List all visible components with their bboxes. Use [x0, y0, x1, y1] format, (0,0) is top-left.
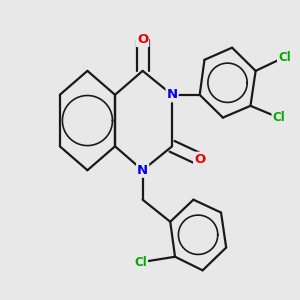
- Text: N: N: [137, 164, 148, 177]
- Text: N: N: [167, 88, 178, 101]
- Text: O: O: [194, 153, 205, 166]
- Text: Cl: Cl: [278, 51, 291, 64]
- Text: Cl: Cl: [272, 111, 285, 124]
- Text: O: O: [137, 33, 148, 46]
- Text: Cl: Cl: [134, 256, 147, 269]
